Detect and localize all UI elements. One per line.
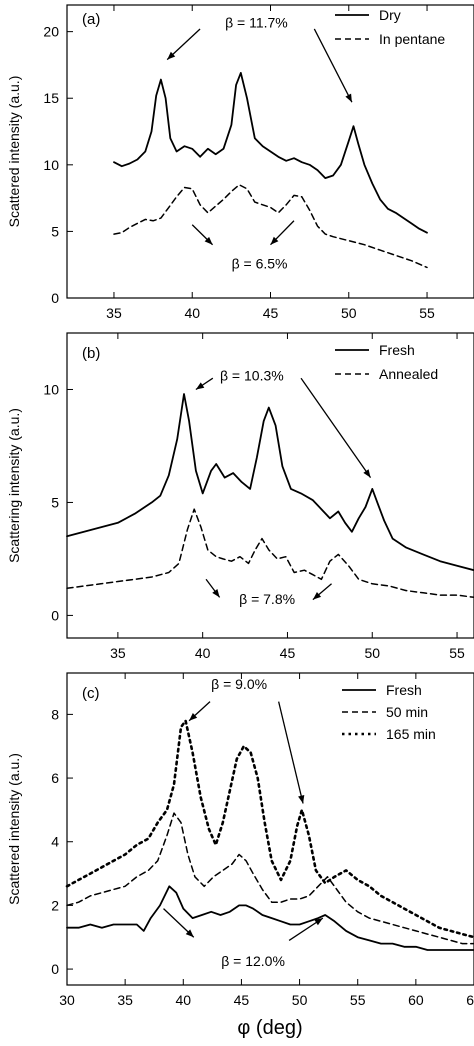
beta-annotation: β = 6.5% — [232, 256, 288, 272]
y-tick-label: 0 — [51, 290, 59, 306]
x-tick-label: 55 — [419, 305, 435, 321]
y-tick-label: 5 — [51, 494, 59, 510]
y-axis-label: Scattered intensity (a.u.) — [6, 753, 22, 905]
y-tick-label: 0 — [51, 961, 59, 977]
annotation-arrow-head — [195, 382, 205, 390]
x-tick-label: 60 — [408, 992, 424, 1008]
series-line-fresh — [66, 393, 474, 572]
panel-label: (c) — [82, 685, 100, 702]
y-tick-label: 5 — [51, 223, 59, 239]
x-tick-label: 35 — [106, 305, 122, 321]
x-tick-label: 50 — [341, 305, 357, 321]
y-tick-label: 8 — [51, 706, 59, 722]
x-tick-label: 65 — [466, 992, 474, 1008]
annotation-arrow-head — [270, 236, 279, 245]
x-tick-label: 40 — [195, 645, 211, 661]
beta-annotation: β = 10.3% — [220, 367, 284, 383]
annotation-arrow-head — [312, 591, 322, 600]
series-line-50-min — [66, 812, 474, 945]
annotation-arrow-head — [185, 929, 194, 938]
annotation-arrow-head — [345, 93, 352, 103]
series-line-fresh — [66, 885, 474, 951]
annotation-arrow-line — [278, 701, 304, 804]
annotation-arrow-head — [189, 712, 198, 721]
y-axis-label: Scattering intensity (a.u.) — [6, 408, 22, 563]
beta-annotation: β = 11.7% — [225, 15, 288, 31]
panel-3: 30 35 40 45 50 55 60 65 0 2 4 6 8 Scattered intensity… — [6, 672, 474, 1039]
annotation-arrow-head — [167, 51, 176, 60]
x-tick-label: 35 — [110, 645, 126, 661]
beta-annotation: β = 12.0% — [221, 953, 285, 969]
y-tick-label: 6 — [51, 770, 59, 786]
panel-label: (a) — [82, 11, 100, 28]
annotation-arrow-line — [313, 28, 353, 103]
panel-label: (b) — [82, 345, 100, 362]
y-tick-label: 10 — [43, 381, 59, 397]
y-tick-label: 15 — [43, 90, 59, 106]
plot-frame — [66, 672, 474, 986]
x-tick-label: 50 — [292, 992, 308, 1008]
y-tick-label: 4 — [51, 834, 59, 850]
legend-entry: Annealed — [379, 366, 438, 382]
y-axis-label: Scattered intensity (a.u.) — [6, 76, 22, 228]
legend-entry: Fresh — [379, 342, 415, 358]
x-tick-label: 55 — [449, 645, 465, 661]
x-tick-label: 50 — [364, 645, 380, 661]
annotation-arrow-head — [363, 469, 371, 478]
x-tick-label: 30 — [59, 992, 75, 1008]
legend-entry: Dry — [379, 7, 401, 23]
beta-annotation: β = 7.8% — [239, 591, 295, 607]
legend-entry: Fresh — [386, 682, 422, 698]
y-tick-label: 2 — [51, 897, 59, 913]
y-tick-label: 0 — [51, 607, 59, 623]
series-line-annealed — [66, 508, 474, 599]
annotation-arrow-head — [212, 589, 220, 598]
beta-annotation: β = 9.0% — [211, 676, 267, 692]
x-tick-label: 40 — [175, 992, 191, 1008]
series-line-165-min — [65, 719, 474, 939]
series-line-dry — [113, 72, 428, 234]
x-tick-label: 45 — [263, 305, 279, 321]
x-axis-label: φ (deg) — [237, 1017, 302, 1039]
x-tick-label: 45 — [234, 992, 250, 1008]
y-tick-label: 20 — [43, 24, 59, 40]
annotation-arrow-head — [298, 795, 305, 804]
panel-1: 35 40 45 50 55 0 5 10 15 20 Scattered intensity (a… — [6, 4, 474, 321]
x-tick-label: 40 — [184, 305, 200, 321]
x-tick-label: 35 — [117, 992, 133, 1008]
legend-entry: 50 min — [386, 704, 428, 720]
legend-entry: 165 min — [386, 726, 436, 742]
y-tick-label: 10 — [43, 157, 59, 173]
annotation-arrow-line — [300, 377, 372, 478]
panel-2: 35 40 45 50 55 0 5 10 Scattering intensity (a.u.… — [6, 332, 474, 661]
legend-entry: In pentane — [379, 31, 445, 47]
annotation-arrow-head — [314, 918, 323, 926]
plot-frame — [66, 332, 474, 639]
x-tick-label: 55 — [350, 992, 366, 1008]
annotation-arrow-head — [204, 236, 213, 245]
x-tick-label: 45 — [280, 645, 296, 661]
